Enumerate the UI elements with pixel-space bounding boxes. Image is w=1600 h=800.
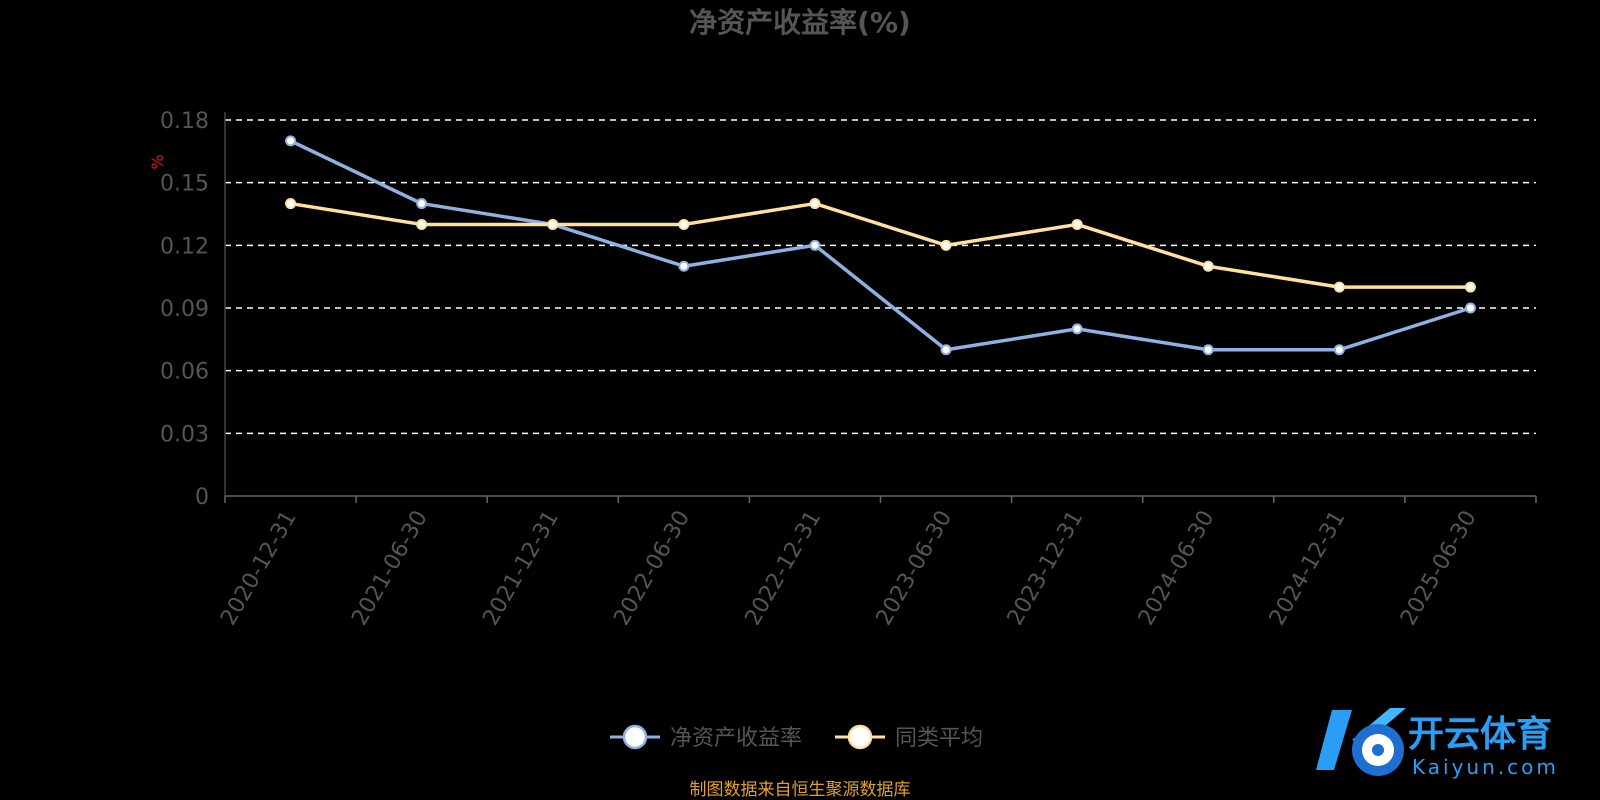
data-point <box>678 218 690 230</box>
x-tick-label: 2021-12-31 <box>478 507 564 630</box>
x-tick-label: 2023-12-31 <box>1003 507 1089 630</box>
data-point <box>940 344 952 356</box>
chart-title: 净资产收益率(%) <box>689 6 911 39</box>
data-point <box>416 218 428 230</box>
data-point <box>285 198 297 210</box>
data-point <box>1333 281 1345 293</box>
brand-logo <box>1316 708 1406 776</box>
legend-label[interactable]: 同类平均 <box>895 726 983 751</box>
brand-name-cn: 开云体育 <box>1408 714 1552 755</box>
y-tick-label: 0.03 <box>160 422 209 447</box>
data-point <box>547 218 559 230</box>
data-point <box>1464 302 1476 314</box>
y-tick-label: 0.15 <box>160 172 209 197</box>
x-tick-label: 2024-12-31 <box>1265 507 1351 630</box>
series-line <box>289 139 1471 352</box>
x-tick-label: 2023-06-30 <box>872 507 958 630</box>
y-tick-label: 0.12 <box>160 234 209 259</box>
data-source: 制图数据来自恒生聚源数据库 <box>690 780 911 800</box>
data-point <box>1464 281 1476 293</box>
y-tick-label: 0 <box>195 485 209 510</box>
x-tick-label: 2024-06-30 <box>1134 507 1220 630</box>
data-point <box>1202 260 1214 272</box>
legend-marker <box>847 724 873 750</box>
data-point <box>1071 323 1083 335</box>
y-tick-label: 0.18 <box>160 109 209 134</box>
data-point <box>285 135 297 147</box>
y-tick-label: 0.09 <box>160 297 209 322</box>
data-point <box>809 239 821 251</box>
legend-label[interactable]: 净资产收益率 <box>670 726 802 751</box>
series-line <box>290 201 1471 289</box>
data-point <box>1333 344 1345 356</box>
data-point <box>1071 218 1083 230</box>
x-tick-label: 2020-12-31 <box>216 507 302 630</box>
data-point <box>1202 344 1214 356</box>
data-point <box>678 260 690 272</box>
x-tick-label: 2025-06-30 <box>1396 507 1482 630</box>
data-point <box>809 198 821 210</box>
y-axis-label: % <box>148 154 167 169</box>
brand-name-en: Kaiyun.com <box>1412 755 1559 779</box>
y-tick-label: 0.06 <box>160 360 209 385</box>
x-tick-label: 2022-12-31 <box>741 507 827 630</box>
data-point <box>416 198 428 210</box>
brand-watermark: 开云体育 Kaiyun.com <box>1312 700 1592 786</box>
x-tick-label: 2021-06-30 <box>347 507 433 630</box>
legend-marker <box>622 724 648 750</box>
x-tick-label: 2022-06-30 <box>609 507 695 630</box>
data-point <box>940 239 952 251</box>
